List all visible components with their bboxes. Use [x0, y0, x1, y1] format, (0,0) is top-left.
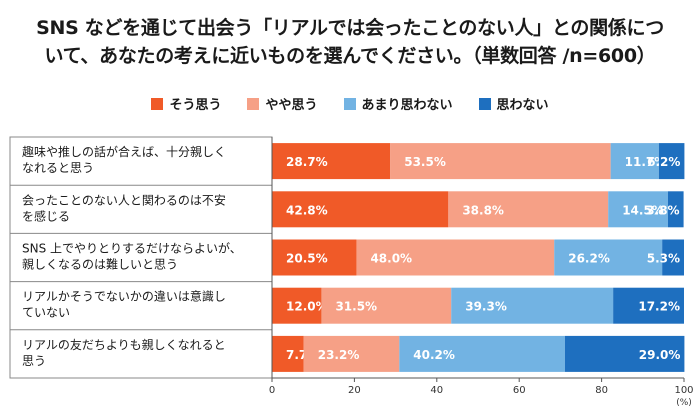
- bar-4-series-2: [321, 287, 452, 324]
- bar-5-series-2: [303, 335, 400, 372]
- value-label-3-series-2: 48.0%: [370, 252, 412, 266]
- value-label-2-series-3: 14.5%: [622, 203, 664, 217]
- x-axis-unit: (%): [676, 398, 692, 408]
- legend-label-series-4: 思わない: [496, 98, 549, 113]
- bar-3-series-4: [662, 239, 684, 276]
- bar-3-series-3: [554, 239, 663, 276]
- category-label-1-line-1: 趣味や推しの話が合えば、十分親しく: [22, 144, 226, 159]
- value-label-5-series-3: 40.2%: [413, 348, 455, 362]
- bar-2-series-2: [448, 191, 609, 228]
- x-tick-label-20: 20: [348, 385, 361, 396]
- category-label-4-line-2: ていない: [22, 306, 70, 320]
- category-label-2-line-1: 会ったことのない人と関わるのは不安: [22, 192, 226, 207]
- chart-title-line-2: いて、あなたの考えに近いものを選んでください。（単数回答 /n=600）: [44, 45, 656, 67]
- bar-5-series-3: [399, 335, 565, 372]
- value-label-1-series-4: 6.2%: [647, 155, 680, 169]
- bar-3-series-1: [272, 239, 357, 276]
- category-label-4-line-1: リアルかそうでないかの違いは意識し: [22, 289, 226, 304]
- legend-swatch-series-3: [343, 97, 356, 110]
- x-tick-label-40: 40: [430, 385, 443, 396]
- bar-1-series-4: [658, 143, 685, 180]
- category-label-1-line-2: なれると思う: [22, 161, 94, 175]
- bar-4-series-4: [613, 287, 684, 324]
- bar-4-series-3: [451, 287, 614, 324]
- category-label-3-line-1: SNS 上でやりとりするだけならよいが、: [22, 241, 242, 256]
- value-label-3-series-3: 26.2%: [568, 252, 610, 266]
- value-label-4-series-1: 12.0%: [286, 300, 328, 314]
- value-label-2-series-4: 3.8%: [646, 203, 679, 217]
- bar-5-series-4: [564, 335, 685, 372]
- legend-swatch-series-4: [478, 97, 491, 110]
- x-tick-label-0: 0: [269, 385, 275, 396]
- chart-title-line-1: SNS などを通じて出会う「リアルでは会ったことのない人」との関係につ: [36, 17, 664, 39]
- value-label-4-series-2: 31.5%: [335, 300, 377, 314]
- bar-2-series-1: [272, 191, 449, 228]
- legend-label-series-3: あまり思わない: [361, 98, 453, 113]
- x-tick-label-100: 100: [674, 385, 693, 396]
- bar-1-series-1: [272, 143, 391, 180]
- value-label-2-series-2: 38.8%: [462, 203, 504, 217]
- legend-label-series-1: そう思う: [169, 98, 222, 113]
- value-label-5-series-4: 29.0%: [639, 348, 681, 362]
- legend-item-series-1: そう思う: [151, 94, 221, 113]
- value-label-5-series-2: 23.2%: [318, 348, 360, 362]
- legend-swatch-series-1: [151, 97, 164, 110]
- value-label-3-series-1: 20.5%: [286, 252, 328, 266]
- bar-1-series-3: [610, 143, 659, 180]
- bar-5-series-1: [272, 335, 304, 372]
- bar-2-series-3: [608, 191, 668, 228]
- value-label-4-series-3: 39.3%: [465, 300, 507, 314]
- bar-4-series-1: [272, 287, 322, 324]
- legend-item-series-3: あまり思わない: [343, 94, 453, 113]
- category-label-3-line-2: 親しくなるのは難しいと思う: [22, 257, 178, 272]
- legend: そう思う やや思う あまり思わない 思わない: [0, 94, 700, 113]
- value-label-2-series-1: 42.8%: [286, 203, 328, 217]
- value-label-1-series-2: 53.5%: [404, 155, 446, 169]
- category-label-5-line-2: 思う: [22, 354, 46, 368]
- legend-item-series-4: 思わない: [478, 94, 549, 113]
- x-tick-label-60: 60: [513, 385, 526, 396]
- legend-item-series-2: やや思う: [247, 94, 318, 113]
- value-label-1-series-1: 28.7%: [286, 155, 328, 169]
- value-label-4-series-4: 17.2%: [638, 300, 680, 314]
- legend-label-series-2: やや思う: [265, 98, 318, 113]
- legend-swatch-series-2: [247, 97, 260, 110]
- category-label-2-line-2: を感じる: [22, 208, 70, 223]
- bar-2-series-4: [667, 191, 684, 228]
- x-tick-label-80: 80: [595, 385, 608, 396]
- value-label-3-series-4: 5.3%: [647, 252, 680, 266]
- bar-1-series-2: [390, 143, 611, 180]
- value-label-1-series-3: 11.7%: [625, 155, 667, 169]
- category-label-5-line-1: リアルの友だちよりも親しくなれると: [22, 338, 226, 352]
- bar-3-series-2: [356, 239, 555, 276]
- chart-title: SNS などを通じて出会う「リアルでは会ったことのない人」との関係につ いて、あ…: [10, 14, 690, 70]
